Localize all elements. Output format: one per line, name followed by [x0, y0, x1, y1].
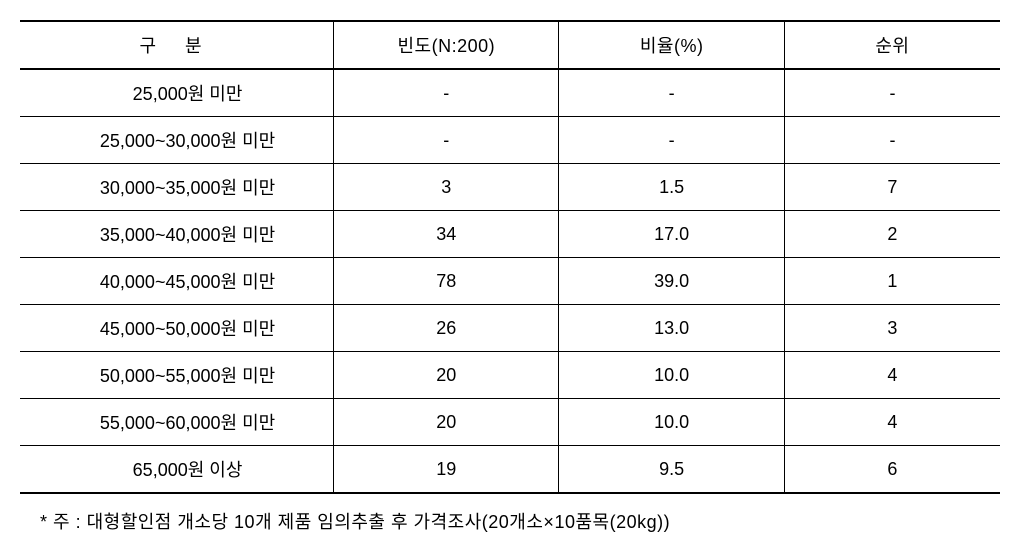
cell-rank: 6 — [784, 446, 1000, 494]
cell-frequency: 19 — [334, 446, 559, 494]
cell-frequency: 20 — [334, 399, 559, 446]
cell-category: 40,000~45,000원 미만 — [20, 258, 334, 305]
cell-category: 25,000~30,000원 미만 — [20, 117, 334, 164]
cell-ratio: 9.5 — [559, 446, 784, 494]
cell-ratio: 1.5 — [559, 164, 784, 211]
cell-ratio: - — [559, 69, 784, 117]
table-body: 25,000원 미만 - - - 25,000~30,000원 미만 - - -… — [20, 69, 1000, 493]
cell-ratio: 10.0 — [559, 399, 784, 446]
table-row: 35,000~40,000원 미만 34 17.0 2 — [20, 211, 1000, 258]
cell-frequency: - — [334, 117, 559, 164]
table-row: 50,000~55,000원 미만 20 10.0 4 — [20, 352, 1000, 399]
cell-ratio: 17.0 — [559, 211, 784, 258]
cell-rank: 3 — [784, 305, 1000, 352]
header-category: 구 분 — [20, 21, 334, 69]
cell-category: 25,000원 미만 — [20, 69, 334, 117]
cell-rank: 2 — [784, 211, 1000, 258]
table-row: 25,000~30,000원 미만 - - - — [20, 117, 1000, 164]
cell-ratio: - — [559, 117, 784, 164]
cell-frequency: - — [334, 69, 559, 117]
cell-category: 30,000~35,000원 미만 — [20, 164, 334, 211]
cell-ratio: 39.0 — [559, 258, 784, 305]
table-row: 55,000~60,000원 미만 20 10.0 4 — [20, 399, 1000, 446]
cell-rank: 7 — [784, 164, 1000, 211]
cell-ratio: 10.0 — [559, 352, 784, 399]
table-row: 25,000원 미만 - - - — [20, 69, 1000, 117]
cell-rank: 4 — [784, 352, 1000, 399]
cell-rank: 4 — [784, 399, 1000, 446]
cell-frequency: 34 — [334, 211, 559, 258]
cell-frequency: 26 — [334, 305, 559, 352]
header-ratio: 비율(%) — [559, 21, 784, 69]
cell-category: 65,000원 이상 — [20, 446, 334, 494]
cell-rank: - — [784, 117, 1000, 164]
cell-category: 55,000~60,000원 미만 — [20, 399, 334, 446]
cell-category: 35,000~40,000원 미만 — [20, 211, 334, 258]
table-footnote: * 주 : 대형할인점 개소당 10개 제품 임의추출 후 가격조사(20개소×… — [20, 508, 1000, 534]
table-row: 30,000~35,000원 미만 3 1.5 7 — [20, 164, 1000, 211]
header-frequency: 빈도(N:200) — [334, 21, 559, 69]
table-row: 40,000~45,000원 미만 78 39.0 1 — [20, 258, 1000, 305]
cell-frequency: 3 — [334, 164, 559, 211]
cell-rank: 1 — [784, 258, 1000, 305]
cell-ratio: 13.0 — [559, 305, 784, 352]
price-distribution-table: 구 분 빈도(N:200) 비율(%) 순위 25,000원 미만 - - - … — [20, 20, 1000, 494]
cell-rank: - — [784, 69, 1000, 117]
cell-frequency: 20 — [334, 352, 559, 399]
table-row: 65,000원 이상 19 9.5 6 — [20, 446, 1000, 494]
cell-frequency: 78 — [334, 258, 559, 305]
price-distribution-table-container: 구 분 빈도(N:200) 비율(%) 순위 25,000원 미만 - - - … — [20, 20, 1000, 534]
header-rank: 순위 — [784, 21, 1000, 69]
cell-category: 45,000~50,000원 미만 — [20, 305, 334, 352]
table-row: 45,000~50,000원 미만 26 13.0 3 — [20, 305, 1000, 352]
cell-category: 50,000~55,000원 미만 — [20, 352, 334, 399]
table-header-row: 구 분 빈도(N:200) 비율(%) 순위 — [20, 21, 1000, 69]
